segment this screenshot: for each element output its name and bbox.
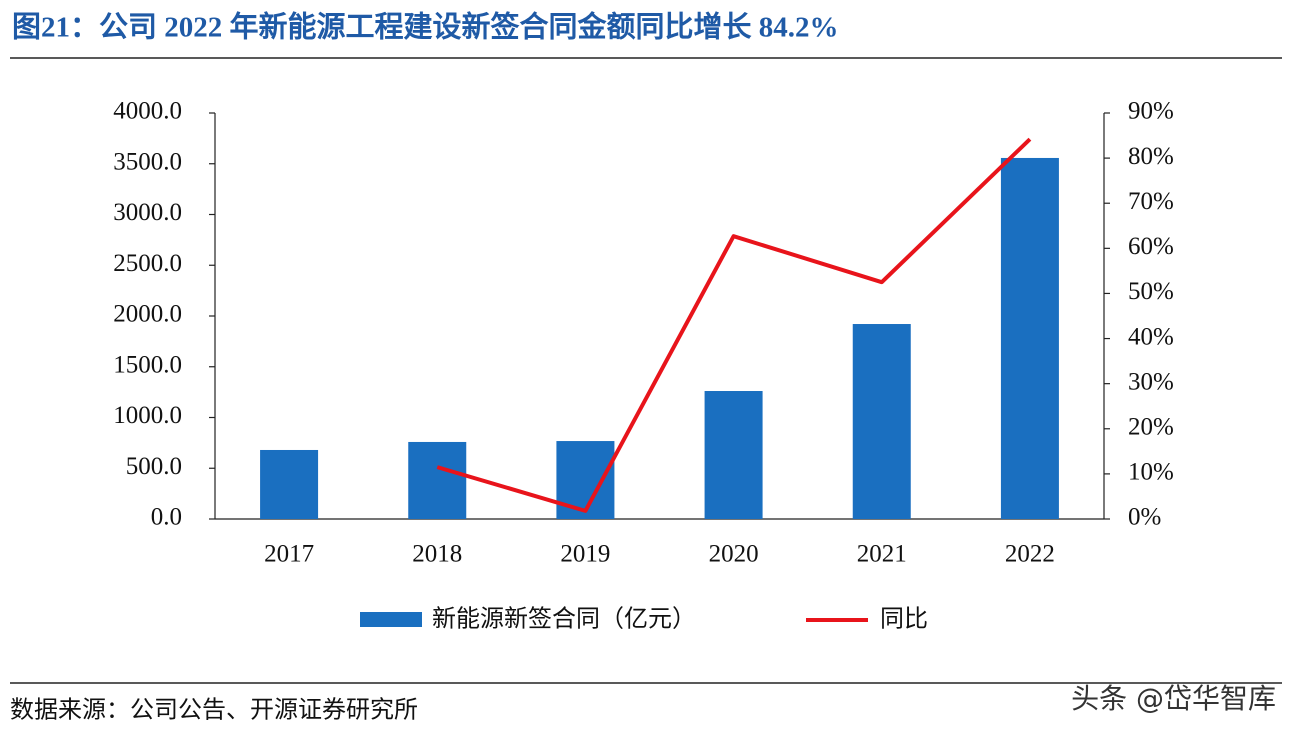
y-tick-label: 2000.0 (113, 301, 182, 328)
x-tick-label: 2017 (264, 541, 314, 568)
y-tick-label: 1000.0 (113, 402, 182, 429)
y2-tick-label: 30% (1128, 368, 1174, 395)
x-tick-label: 2020 (709, 541, 759, 568)
source: 数据来源：公司公告、开源证券研究所 (10, 697, 418, 724)
x-tick-label: 2022 (1005, 541, 1055, 568)
y2-tick-label: 70% (1128, 188, 1174, 215)
y2-tick-label: 80% (1128, 143, 1174, 170)
y-tick-label: 500.0 (126, 453, 182, 480)
y-tick-label: 4000.0 (113, 98, 182, 125)
legend-swatch (360, 612, 422, 627)
bar (852, 324, 911, 519)
y-tick-label: 3500.0 (113, 148, 182, 175)
y2-tick-label: 10% (1128, 459, 1174, 486)
y2-tick-label: 50% (1128, 278, 1174, 305)
y-tick-label: 3000.0 (113, 199, 182, 226)
y-tick-label: 2500.0 (113, 250, 182, 277)
line (436, 137, 1032, 513)
y-tick-label: 0.0 (151, 504, 182, 531)
legend-label: 同比 (880, 606, 928, 633)
y-tick-label: 1500.0 (113, 351, 182, 378)
x-tick-label: 2018 (412, 541, 462, 568)
y2-tick-label: 90% (1128, 98, 1174, 125)
y2-tick-label: 40% (1128, 323, 1174, 350)
chart-title: 图21：公司 2022 年新能源工程建设新签合同金额同比增长 84.2% (12, 10, 839, 44)
bar (1000, 157, 1059, 520)
x-tick-label: 2019 (560, 541, 610, 568)
bar (408, 441, 467, 519)
watermark: 头条 @岱华智库 (1071, 682, 1276, 715)
y2-tick-label: 0% (1128, 504, 1161, 531)
y2-tick-label: 20% (1128, 414, 1174, 441)
x-tick-label: 2021 (857, 541, 907, 568)
y2-tick-label: 60% (1128, 233, 1174, 260)
bar (260, 449, 319, 519)
legend-label: 新能源新签合同（亿元） (432, 606, 696, 633)
bar (704, 391, 763, 519)
